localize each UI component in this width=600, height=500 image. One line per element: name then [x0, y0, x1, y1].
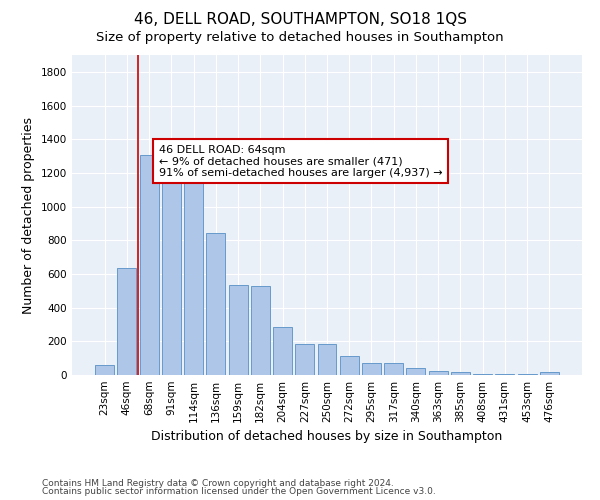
- Bar: [295, 344, 314, 375]
- Bar: [384, 363, 403, 375]
- Bar: [251, 286, 270, 375]
- Bar: [451, 372, 470, 375]
- Bar: [206, 232, 225, 375]
- Text: 46 DELL ROAD: 64sqm
← 9% of detached houses are smaller (471)
91% of semi-detach: 46 DELL ROAD: 64sqm ← 9% of detached hou…: [158, 144, 442, 178]
- Bar: [273, 327, 292, 375]
- Bar: [317, 344, 337, 375]
- Y-axis label: Number of detached properties: Number of detached properties: [22, 116, 35, 314]
- Bar: [340, 356, 359, 375]
- Bar: [496, 374, 514, 375]
- Bar: [518, 374, 536, 375]
- Bar: [95, 365, 114, 375]
- Bar: [118, 268, 136, 375]
- Bar: [140, 155, 158, 375]
- Bar: [540, 372, 559, 375]
- Bar: [162, 154, 181, 375]
- Text: Contains public sector information licensed under the Open Government Licence v3: Contains public sector information licen…: [42, 487, 436, 496]
- Text: Size of property relative to detached houses in Southampton: Size of property relative to detached ho…: [96, 31, 504, 44]
- Bar: [229, 285, 248, 375]
- Text: 46, DELL ROAD, SOUTHAMPTON, SO18 1QS: 46, DELL ROAD, SOUTHAMPTON, SO18 1QS: [133, 12, 467, 28]
- Bar: [406, 368, 425, 375]
- X-axis label: Distribution of detached houses by size in Southampton: Distribution of detached houses by size …: [151, 430, 503, 444]
- Bar: [362, 363, 381, 375]
- Bar: [184, 144, 203, 375]
- Bar: [429, 371, 448, 375]
- Text: Contains HM Land Registry data © Crown copyright and database right 2024.: Contains HM Land Registry data © Crown c…: [42, 478, 394, 488]
- Bar: [473, 374, 492, 375]
